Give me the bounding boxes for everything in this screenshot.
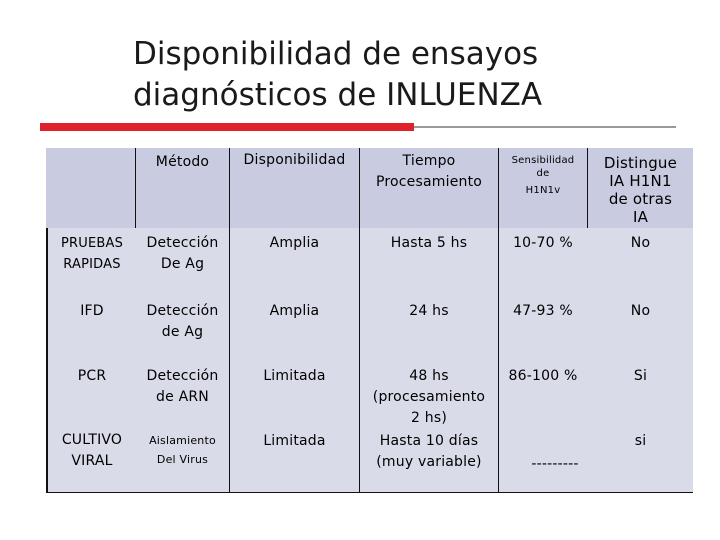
cell-metodo-line: Detección bbox=[146, 303, 219, 319]
cell-metodo: Detección de ARN bbox=[136, 366, 229, 408]
cell-metodo-line: Detección bbox=[146, 368, 219, 384]
table-row-label: CULTIVO VIRAL bbox=[48, 430, 136, 472]
cell-disponibilidad: Limitada bbox=[263, 368, 326, 384]
column-divider bbox=[359, 148, 360, 493]
cell-sensibilidad: 86-100 % bbox=[508, 368, 578, 384]
header-tiempo-line: Tiempo bbox=[402, 153, 456, 169]
title-line-2: diagnósticos de INLUENZA bbox=[133, 77, 543, 113]
header-distingue-line: IA H1N1 bbox=[609, 172, 672, 190]
table-row-label: PRUEBAS RAPIDAS bbox=[48, 233, 136, 275]
cell-tiempo: Hasta 5 hs bbox=[390, 235, 468, 251]
title-accent-bar bbox=[40, 123, 414, 131]
title-line-1: Disponibilidad de ensayos bbox=[133, 36, 539, 72]
table-row-label: IFD bbox=[80, 303, 104, 319]
cell-distingue: No bbox=[630, 303, 651, 319]
cell-tiempo-line: 48 hs bbox=[409, 368, 449, 384]
table-header-band bbox=[46, 148, 693, 228]
cell-metodo-line: Aislamiento bbox=[149, 434, 216, 447]
cell-metodo: Detección De Ag bbox=[136, 233, 229, 275]
table-row-label: PCR bbox=[77, 368, 107, 384]
header-sensibilidad-line: de bbox=[536, 168, 550, 179]
cell-tiempo-line: Hasta 10 días bbox=[379, 433, 479, 449]
cell-metodo-line: de ARN bbox=[156, 389, 209, 405]
cell-sensibilidad: --------- bbox=[531, 456, 579, 472]
row-label-line: CULTIVO bbox=[61, 432, 123, 448]
header-distingue-line: Distingue bbox=[603, 154, 678, 172]
cell-metodo: Aislamiento Del Virus bbox=[136, 434, 229, 467]
cell-tiempo: 24 hs bbox=[409, 303, 449, 319]
slide-title: Disponibilidad de ensayos diagnósticos d… bbox=[133, 34, 613, 116]
cell-disponibilidad: Amplia bbox=[269, 235, 320, 251]
cell-distingue: Si bbox=[633, 368, 648, 384]
title-rule bbox=[414, 126, 676, 128]
cell-distingue: No bbox=[630, 235, 651, 251]
diagnostic-table: Método Disponibilidad Tiempo Procesamien… bbox=[46, 148, 693, 493]
cell-tiempo-line: (muy variable) bbox=[376, 454, 482, 470]
cell-metodo-line: Detección bbox=[146, 235, 219, 251]
column-divider bbox=[229, 148, 230, 493]
cell-sensibilidad: 10-70 % bbox=[513, 235, 573, 251]
header-sensibilidad-line: H1N1v bbox=[525, 185, 561, 196]
row-label-line: RAPIDAS bbox=[63, 257, 121, 272]
header-tiempo-line: Procesamiento bbox=[375, 174, 483, 190]
cell-distingue: si bbox=[634, 433, 647, 449]
column-divider bbox=[498, 148, 499, 493]
cell-disponibilidad: Amplia bbox=[269, 303, 320, 319]
header-distingue: Distingue IA H1N1 de otras IA bbox=[588, 154, 693, 226]
column-divider bbox=[587, 148, 588, 228]
cell-tiempo: 48 hs (procesamiento 2 hs) bbox=[360, 366, 498, 429]
cell-metodo: Detección de Ag bbox=[136, 301, 229, 343]
cell-tiempo: Hasta 10 días (muy variable) bbox=[360, 431, 498, 473]
cell-sensibilidad: 47-93 % bbox=[513, 303, 573, 319]
header-disponibilidad: Disponibilidad bbox=[243, 152, 346, 168]
row-label-line: PRUEBAS bbox=[60, 236, 124, 251]
header-tiempo: Tiempo Procesamiento bbox=[360, 151, 498, 193]
cell-metodo-line: Del Virus bbox=[156, 453, 209, 466]
header-metodo: Método bbox=[155, 154, 210, 170]
header-distingue-line: IA bbox=[632, 208, 649, 226]
header-distingue-line: de otras bbox=[608, 190, 673, 208]
header-sensibilidad-line: Sensibilidad bbox=[511, 155, 575, 166]
row-label-line: VIRAL bbox=[71, 453, 113, 469]
cell-metodo-line: De Ag bbox=[160, 256, 205, 272]
cell-tiempo-line: 2 hs) bbox=[411, 410, 447, 426]
header-sensibilidad: Sensibilidad de H1N1v bbox=[499, 154, 587, 197]
cell-metodo-line: de Ag bbox=[161, 324, 204, 340]
cell-tiempo-line: (procesamiento bbox=[372, 389, 486, 405]
cell-disponibilidad: Limitada bbox=[263, 433, 326, 449]
column-divider bbox=[135, 148, 136, 228]
